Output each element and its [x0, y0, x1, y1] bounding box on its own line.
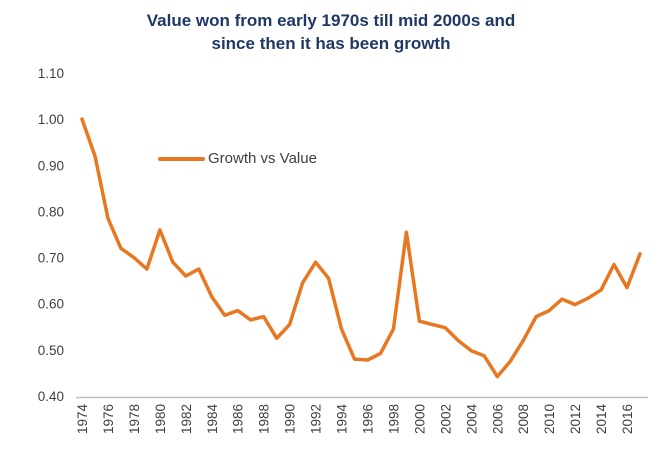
x-axis-tick-label: 1986	[231, 404, 246, 434]
x-axis-tick-label: 1980	[153, 404, 168, 434]
y-axis-tick-label: 0.60	[38, 297, 64, 312]
y-axis-tick-label: 0.90	[38, 158, 64, 173]
y-axis-tick-label: 0.50	[38, 343, 64, 358]
x-axis-tick-label: 2004	[464, 404, 479, 435]
x-axis-tick-label: 1990	[283, 404, 298, 434]
y-axis-tick-label: 0.80	[38, 204, 64, 219]
y-axis-tick-label: 1.00	[38, 112, 64, 127]
x-axis-tick-label: 1976	[101, 404, 116, 434]
x-axis-tick-label: 1984	[205, 404, 220, 435]
y-axis-tick-label: 0.40	[38, 389, 64, 404]
legend-line-swatch	[158, 156, 205, 161]
x-axis-tick-label: 2014	[594, 404, 609, 435]
x-axis-tick-label: 1982	[179, 404, 194, 434]
y-axis-tick-label: 0.70	[38, 251, 64, 266]
x-axis-tick-label: 1998	[386, 404, 401, 434]
x-axis-tick-label: 2008	[516, 404, 531, 434]
legend-label: Growth vs Value	[208, 150, 317, 167]
chart-title-line-1: Value won from early 1970s till mid 2000…	[146, 11, 516, 30]
x-axis-tick-label: 1974	[75, 404, 90, 435]
x-axis-tick-label: 2006	[490, 404, 505, 434]
growth-vs-value-line	[80, 117, 642, 379]
chart-title-line-2: since then it has been growth	[211, 33, 451, 53]
legend: Growth vs Value	[158, 150, 317, 167]
x-axis-tick-label: 2000	[412, 404, 427, 434]
x-axis-tick-label: 2002	[438, 404, 453, 434]
y-axis-tick-labels: 0.40 0.50 0.60 0.70 0.80 0.90 1.00 1.10	[38, 66, 64, 404]
x-axis-tick-label: 2016	[620, 404, 635, 434]
x-axis-tick-label: 2012	[568, 404, 583, 434]
x-axis-tick-label: 1994	[335, 404, 350, 435]
x-axis-tick-label: 1988	[257, 404, 272, 434]
x-axis-tick-labels: 1974 1976 1978 1980 1982 1984 1986 1988 1990 1992…	[75, 404, 635, 435]
x-axis-tick-label: 1978	[127, 404, 142, 434]
x-axis-tick-label: 1992	[309, 404, 324, 434]
chart-title: Value won from early 1970s till mid 2000…	[0, 10, 662, 56]
x-axis-tick-label: 1996	[360, 404, 375, 434]
x-axis-tick-label: 2010	[542, 404, 557, 434]
y-axis-tick-label: 1.10	[38, 66, 64, 81]
